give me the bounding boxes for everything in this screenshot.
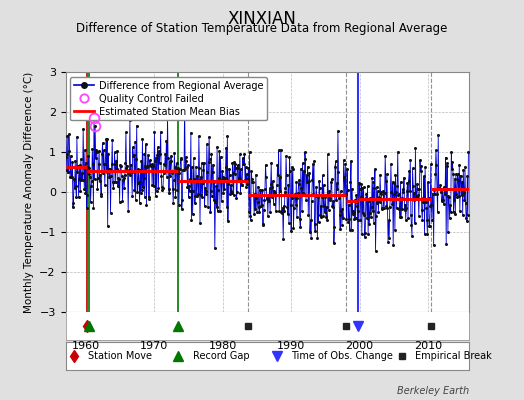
Text: 1980: 1980 <box>209 341 237 351</box>
Text: 2010: 2010 <box>414 341 442 351</box>
Legend: Difference from Regional Average, Quality Control Failed, Estimated Station Mean: Difference from Regional Average, Qualit… <box>70 77 267 120</box>
Text: Time of Obs. Change: Time of Obs. Change <box>291 351 394 361</box>
Text: Station Move: Station Move <box>88 351 151 361</box>
Y-axis label: Monthly Temperature Anomaly Difference (°C): Monthly Temperature Anomaly Difference (… <box>24 71 34 313</box>
Text: Difference of Station Temperature Data from Regional Average: Difference of Station Temperature Data f… <box>77 22 447 35</box>
Text: 1970: 1970 <box>140 341 169 351</box>
Text: Berkeley Earth: Berkeley Earth <box>397 386 469 396</box>
Text: Record Gap: Record Gap <box>193 351 249 361</box>
Text: 2000: 2000 <box>345 341 374 351</box>
Text: 1990: 1990 <box>277 341 305 351</box>
Text: Empirical Break: Empirical Break <box>414 351 492 361</box>
Text: 1960: 1960 <box>72 341 100 351</box>
Text: XINXIAN: XINXIAN <box>227 10 297 28</box>
